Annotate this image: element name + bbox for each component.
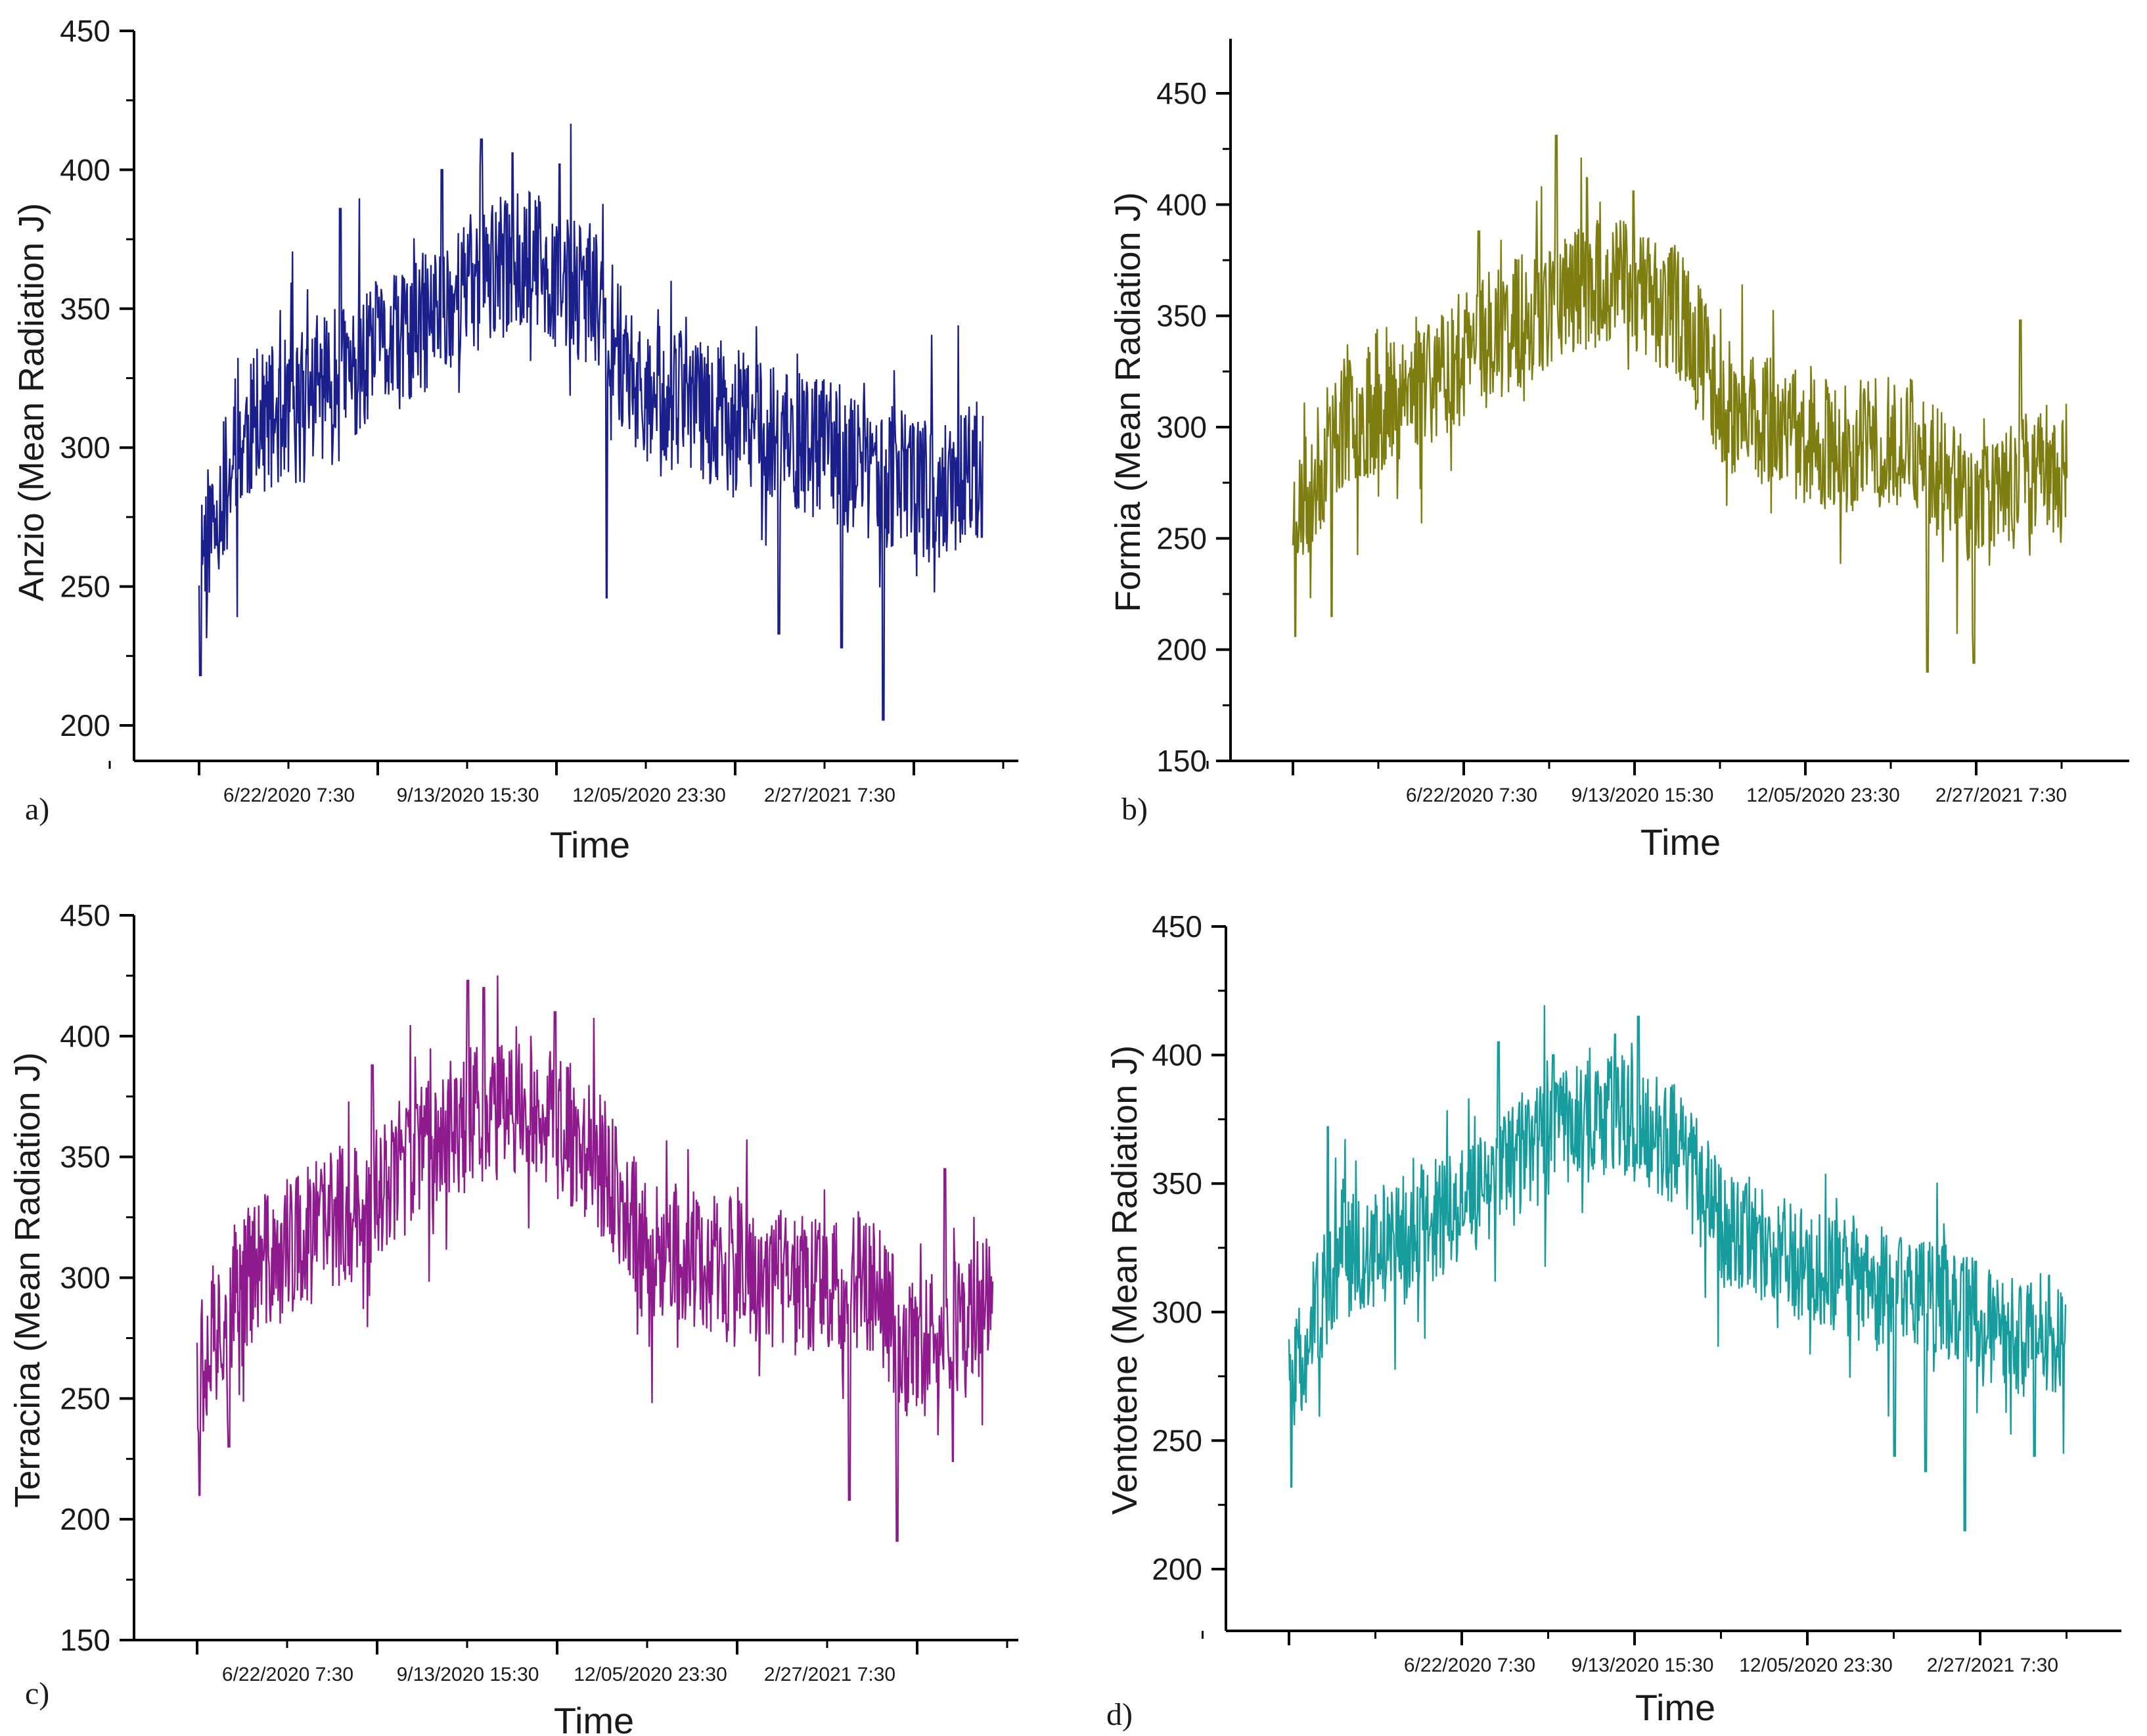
panel-a: 200 250 300 350 400 450 6/22/2020 7:30 9/13/20… [12, 14, 1018, 865]
y-tick-label: 300 [1152, 1295, 1202, 1329]
x-tick-label: 2/27/2021 7:30 [1927, 1655, 2058, 1676]
x-tick-label: 2/27/2021 7:30 [764, 785, 895, 806]
x-axis-label: Time [1640, 821, 1721, 863]
x-tick-label: 9/13/2020 15:30 [397, 1664, 539, 1685]
series-line-ventotene [1288, 1005, 2067, 1532]
y-axis-label: Formia (Mean Radiation J) [1108, 192, 1148, 612]
y-tick-label: 250 [1152, 1423, 1202, 1457]
y-tick-label: 150 [1156, 744, 1207, 778]
x-tick-label: 6/22/2020 7:30 [222, 1664, 353, 1685]
panel-c: 150 200 250 300 350 400 450 6/22/2020 7:30 9/13… [8, 898, 1018, 1736]
x-tick-label: 12/05/2020 23:30 [1739, 1655, 1893, 1676]
y-tick-label: 200 [60, 708, 110, 742]
x-ticks: 6/22/2020 7:30 9/13/2020 15:30 12/05/2020 … [106, 1640, 1008, 1685]
x-tick-label: 2/27/2021 7:30 [1935, 785, 2067, 806]
x-axis-label: Time [1635, 1687, 1715, 1728]
x-tick-label: 6/22/2020 7:30 [1404, 1655, 1535, 1676]
y-tick-label: 250 [60, 1381, 110, 1415]
series-line-terracina [196, 975, 994, 1542]
x-axis-label: Time [550, 824, 630, 865]
x-tick-label: 12/05/2020 23:30 [574, 1664, 727, 1685]
panel-b: 150 200 250 300 350 400 450 6/22/2020 7:30 9/13… [1108, 39, 2129, 863]
y-tick-label: 400 [1152, 1038, 1202, 1072]
panel-d: 200 250 300 350 400 450 6/22/2020 7:30 9/13/20… [1105, 909, 2121, 1732]
y-tick-label: 400 [60, 152, 110, 187]
y-tick-label: 200 [60, 1502, 110, 1536]
y-tick-label: 350 [60, 1140, 110, 1174]
y-tick-label: 450 [60, 14, 110, 48]
y-tick-label: 350 [1156, 299, 1207, 333]
x-axis-label: Time [554, 1700, 634, 1736]
y-tick-label: 250 [60, 570, 110, 604]
y-axis-label: Terracina (Mean Radiation J) [8, 1052, 47, 1507]
y-ticks: 200 250 300 350 400 450 [60, 14, 134, 742]
y-tick-label: 200 [1152, 1552, 1202, 1586]
x-tick-label: 6/22/2020 7:30 [223, 785, 355, 806]
y-tick-label: 400 [1156, 187, 1207, 221]
y-axis-label: Anzio (Mean Radiation J) [12, 203, 51, 601]
panel-label: c) [25, 1676, 49, 1711]
series-line-formia [1292, 135, 2068, 673]
y-ticks: 150 200 250 300 350 400 450 [60, 898, 134, 1657]
x-tick-label: 9/13/2020 15:30 [1571, 785, 1714, 806]
panel-label: d) [1106, 1697, 1133, 1732]
y-tick-label: 300 [60, 430, 110, 465]
y-tick-label: 450 [60, 898, 110, 932]
y-tick-label: 350 [60, 292, 110, 326]
y-tick-label: 450 [1156, 76, 1207, 110]
y-tick-label: 150 [60, 1623, 110, 1657]
y-tick-label: 400 [60, 1019, 110, 1053]
x-tick-label: 9/13/2020 15:30 [397, 785, 539, 806]
x-tick-label: 6/22/2020 7:30 [1406, 785, 1537, 806]
y-tick-label: 250 [1156, 521, 1207, 555]
x-tick-label: 2/27/2021 7:30 [764, 1664, 895, 1685]
x-ticks: 6/22/2020 7:30 9/13/2020 15:30 12/05/2020 … [1202, 1631, 2068, 1676]
panel-label: a) [25, 792, 49, 827]
x-tick-label: 12/05/2020 23:30 [572, 785, 726, 806]
y-ticks: 200 250 300 350 400 450 [1152, 909, 1226, 1586]
panel-label: b) [1121, 792, 1148, 827]
y-tick-label: 450 [1152, 909, 1202, 944]
y-ticks: 150 200 250 300 350 400 450 [1156, 76, 1231, 778]
x-ticks: 6/22/2020 7:30 9/13/2020 15:30 12/05/2020 … [1206, 761, 2067, 806]
y-tick-label: 200 [1156, 633, 1207, 667]
x-tick-label: 9/13/2020 15:30 [1571, 1655, 1714, 1676]
x-tick-label: 12/05/2020 23:30 [1746, 785, 1900, 806]
y-tick-label: 300 [1156, 410, 1207, 444]
x-ticks: 6/22/2020 7:30 9/13/2020 15:30 12/05/2020 … [108, 761, 1005, 806]
y-tick-label: 300 [60, 1261, 110, 1295]
y-axis-label: Ventotene (Mean Radiation J) [1105, 1045, 1144, 1515]
y-tick-label: 350 [1152, 1166, 1202, 1200]
series-line-anzio [198, 124, 984, 721]
